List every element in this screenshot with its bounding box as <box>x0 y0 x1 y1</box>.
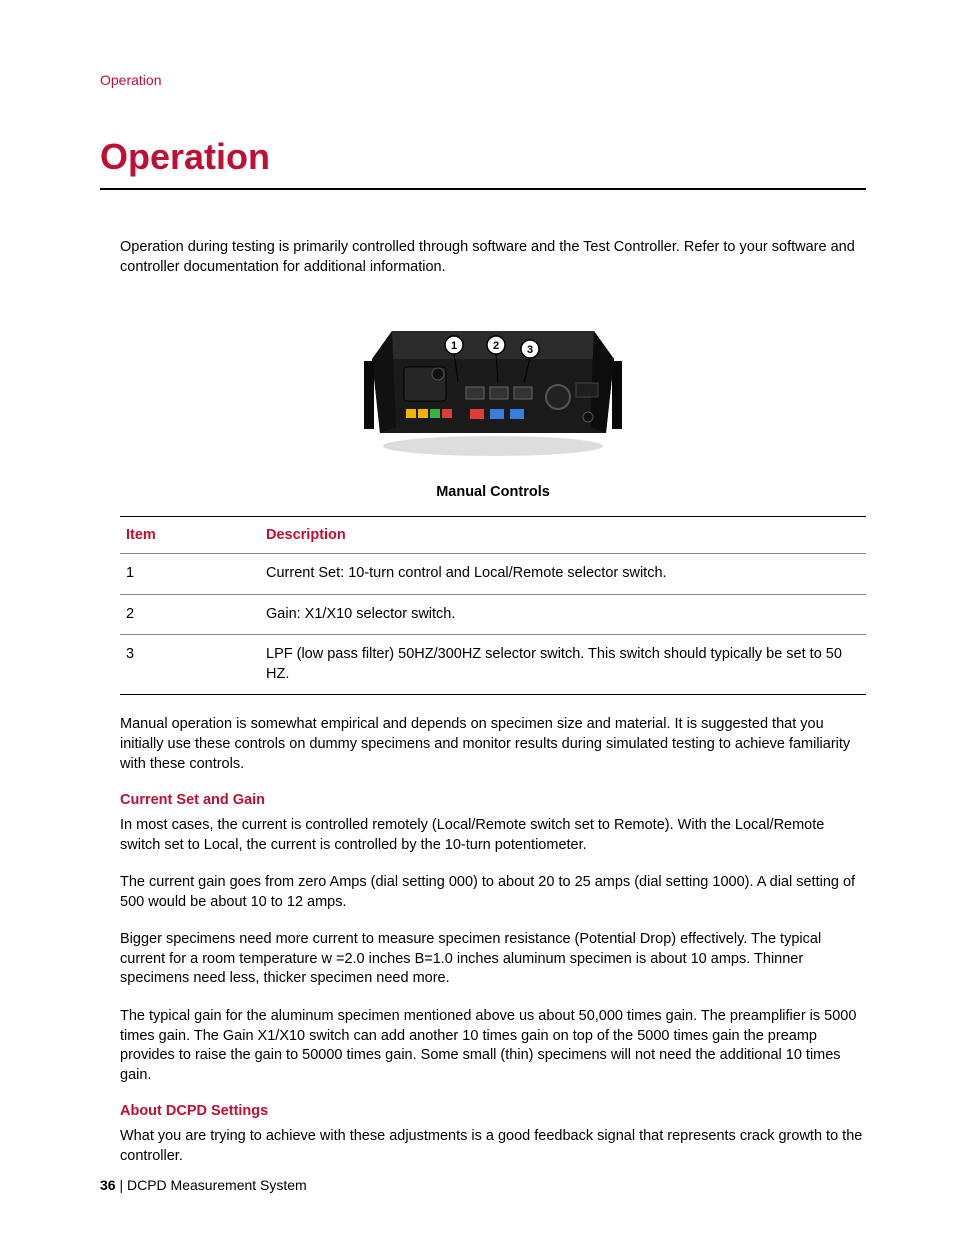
paragraph: In most cases, the current is controlled… <box>120 816 866 855</box>
table-row: 1 Current Set: 10-turn control and Local… <box>120 554 866 595</box>
paragraph: The typical gain for the aluminum specim… <box>120 1007 866 1085</box>
footer-sep: | <box>116 1177 127 1193</box>
controls-table: Item Description 1 Current Set: 10-turn … <box>120 516 866 695</box>
page-title: Operation <box>100 136 866 190</box>
figure-caption: Manual Controls <box>120 484 866 500</box>
doc-title: DCPD Measurement System <box>127 1177 307 1193</box>
subheading-current-set: Current Set and Gain <box>120 792 866 808</box>
paragraph: Manual operation is somewhat empirical a… <box>120 715 866 774</box>
page-footer: 36 | DCPD Measurement System <box>100 1177 307 1193</box>
page-number: 36 <box>100 1177 116 1193</box>
intro-paragraph: Operation during testing is primarily co… <box>120 238 866 277</box>
cell-desc: Gain: X1/X10 selector switch. <box>260 594 866 635</box>
paragraph: The current gain goes from zero Amps (di… <box>120 873 866 912</box>
table-row: 3 LPF (low pass filter) 50HZ/300HZ selec… <box>120 635 866 695</box>
paragraph: Bigger specimens need more current to me… <box>120 930 866 989</box>
device-illustration: 1 2 3 <box>358 301 628 461</box>
table-row: 2 Gain: X1/X10 selector switch. <box>120 594 866 635</box>
table-header-desc: Description <box>260 517 866 554</box>
cell-desc: LPF (low pass filter) 50HZ/300HZ selecto… <box>260 635 866 695</box>
table-header-item: Item <box>120 517 260 554</box>
device-figure: 1 2 3 <box>120 301 866 466</box>
cell-item: 3 <box>120 635 260 695</box>
cell-item: 1 <box>120 554 260 595</box>
cell-item: 2 <box>120 594 260 635</box>
cell-desc: Current Set: 10-turn control and Local/R… <box>260 554 866 595</box>
breadcrumb: Operation <box>100 72 866 88</box>
svg-text:1: 1 <box>451 340 457 352</box>
paragraph: What you are trying to achieve with thes… <box>120 1127 866 1166</box>
subheading-dcpd-settings: About DCPD Settings <box>120 1103 866 1119</box>
svg-text:2: 2 <box>493 340 499 352</box>
svg-text:3: 3 <box>527 344 533 356</box>
